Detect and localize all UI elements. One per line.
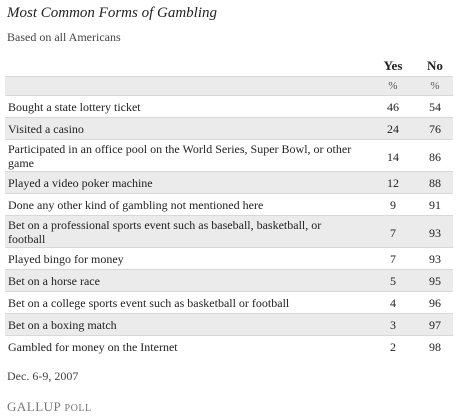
table-row: Visited a casino 24 76 — [5, 117, 453, 139]
column-header-no: No — [427, 58, 443, 73]
row-label: Bought a state lottery ticket — [8, 100, 141, 114]
yes-value: 5 — [390, 274, 396, 288]
unit-label: % — [430, 80, 440, 92]
unit-label: % — [388, 80, 398, 92]
yes-value: 3 — [390, 318, 396, 332]
no-value: 95 — [429, 274, 441, 288]
yes-value: 7 — [390, 226, 396, 240]
table-row: Played bingo for money 7 93 — [5, 247, 453, 269]
no-value: 93 — [429, 252, 441, 266]
row-label: Bet on a horse race — [8, 274, 100, 288]
logo-main-text: GALLUP — [7, 399, 61, 414]
units-row: %% — [5, 76, 453, 95]
row-label: Bet on a professional sports event such … — [8, 218, 322, 246]
row-label: Bet on a boxing match — [8, 318, 117, 332]
no-value: 96 — [429, 296, 441, 310]
yes-value: 7 — [390, 252, 396, 266]
row-label: Played bingo for money — [8, 252, 124, 266]
table-row: Bet on a horse race 5 95 — [5, 269, 453, 291]
row-label: Gambled for money on the Internet — [8, 340, 178, 354]
table-row: Bet on a college sports event such as ba… — [5, 291, 453, 313]
row-label: Played a video poker machine — [8, 176, 153, 190]
yes-value: 46 — [387, 100, 399, 114]
row-label: Visited a casino — [8, 122, 84, 136]
table-row: Done any other kind of gambling not ment… — [5, 193, 453, 215]
table-row: Played a video poker machine 12 88 — [5, 171, 453, 193]
table-header: Yes No — [5, 58, 453, 76]
yes-value: 24 — [387, 122, 399, 136]
gallup-poll-logo: GALLUP POLL — [7, 399, 92, 415]
chart-subtitle: Based on all Americans — [7, 30, 121, 44]
yes-value: 12 — [387, 176, 399, 190]
results-table: Yes No %% Bought a state lottery ticket 46… — [5, 58, 453, 357]
no-value: 93 — [429, 226, 441, 240]
logo-sub-text: POLL — [64, 403, 92, 414]
no-value: 98 — [429, 340, 441, 354]
no-value: 88 — [429, 176, 441, 190]
yes-value: 9 — [390, 198, 396, 212]
table-row: Participated in an office pool on the Wo… — [5, 139, 453, 171]
no-value: 97 — [429, 318, 441, 332]
yes-value: 14 — [387, 150, 399, 164]
table-row: Bet on a boxing match 3 97 — [5, 313, 453, 335]
chart-title: Most Common Forms of Gambling — [7, 5, 218, 21]
no-value: 54 — [429, 100, 441, 114]
table-row: Gambled for money on the Internet 2 98 — [5, 335, 453, 357]
row-label: Bet on a college sports event such as ba… — [8, 296, 290, 310]
survey-date: Dec. 6-9, 2007 — [7, 369, 79, 383]
column-header-yes: Yes — [383, 58, 403, 73]
table-body: %% Bought a state lottery ticket 46 54 Visit… — [5, 76, 453, 357]
row-label: Participated in an office pool on the Wo… — [8, 142, 352, 170]
table-row: Bought a state lottery ticket 46 54 — [5, 95, 453, 117]
yes-value: 4 — [390, 296, 396, 310]
yes-value: 2 — [390, 340, 396, 354]
no-value: 76 — [429, 122, 441, 136]
table-row: Bet on a professional sports event such … — [5, 215, 453, 247]
row-label: Done any other kind of gambling not ment… — [8, 198, 264, 212]
no-value: 86 — [429, 150, 441, 164]
no-value: 91 — [429, 198, 441, 212]
